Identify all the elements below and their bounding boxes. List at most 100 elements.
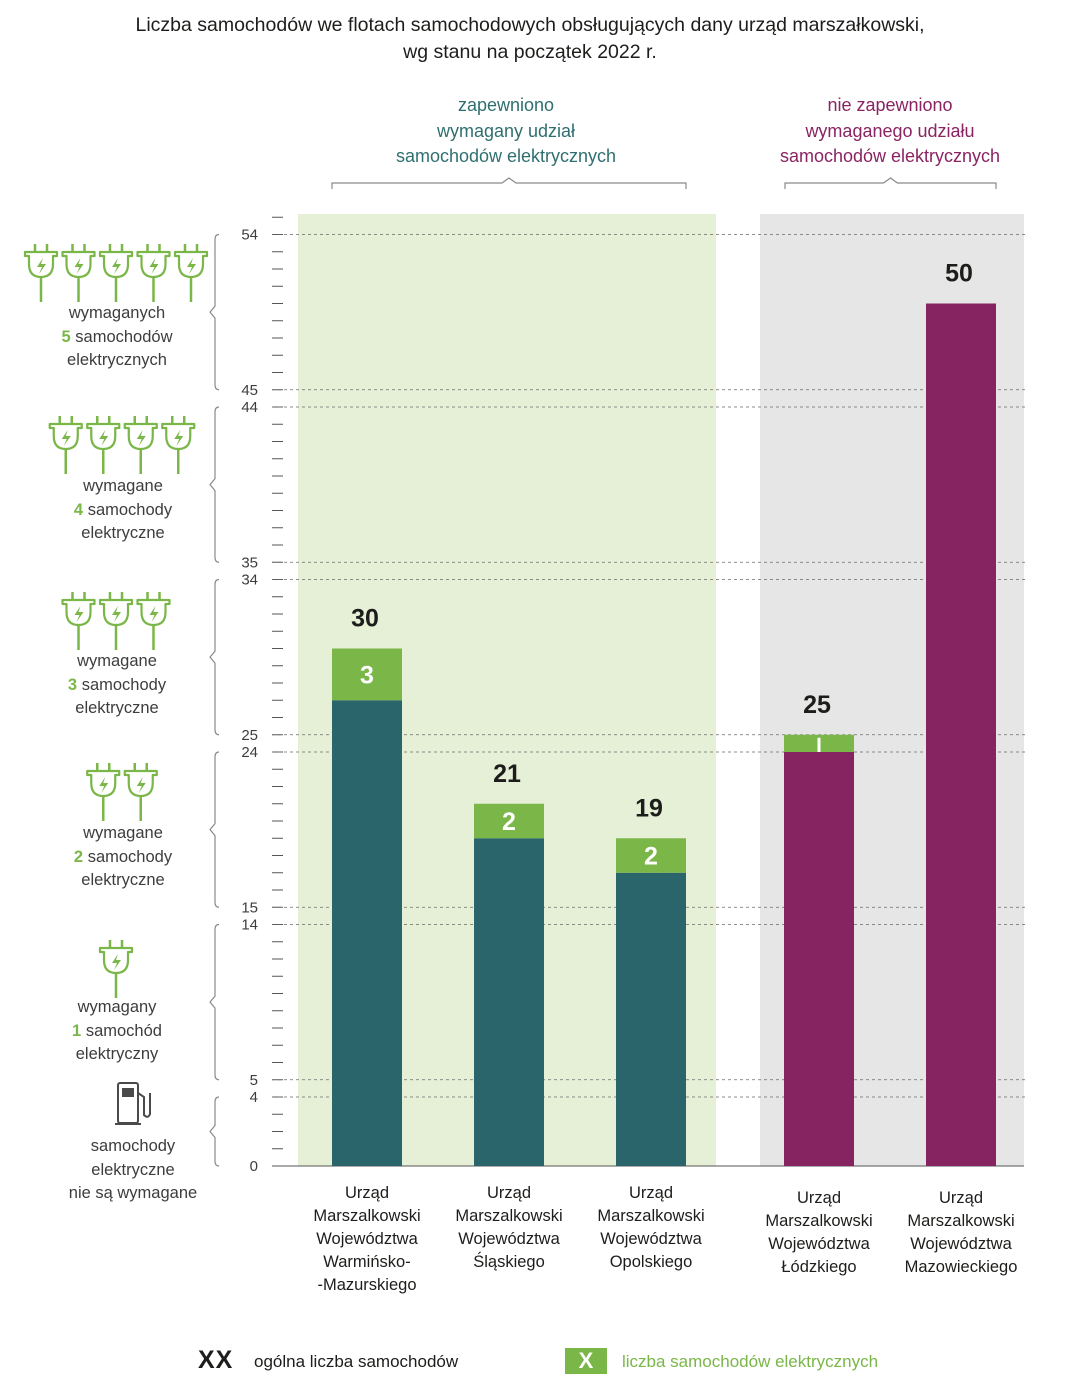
y-tick-label: 0	[250, 1158, 258, 1175]
tier-label: wymagane 4 samochody elektryczne	[23, 475, 223, 546]
x-category-label-line: Marszalkowski	[313, 1207, 421, 1225]
plug-icon	[123, 416, 158, 474]
bar-total-label: 30	[351, 605, 379, 633]
y-tick-label: 24	[241, 744, 258, 761]
tier-required-count: 3	[67, 675, 78, 694]
tier-brace	[209, 751, 220, 908]
tier-label-line: wymaganych	[68, 304, 166, 322]
bar-total-label: 25	[803, 691, 831, 719]
plug-icon	[61, 592, 96, 650]
tier-label-line: wymagane	[77, 652, 157, 670]
legend-total-mark: XX	[198, 1346, 234, 1374]
y-tick-label: 35	[241, 554, 258, 571]
tier-label-line: elektryczne	[81, 524, 165, 542]
plug-icon	[86, 416, 121, 474]
x-category-label-line: Łódzkiego	[781, 1258, 857, 1276]
tier-label: wymagane 3 samochody elektryczne	[17, 650, 217, 721]
bar-segment-total	[926, 303, 996, 1166]
x-category-label-line: Marszalkowski	[907, 1212, 1015, 1230]
bar-total-label: 50	[945, 260, 973, 288]
plug-icon	[48, 416, 83, 474]
legend-ev-mark: X	[565, 1348, 607, 1374]
x-category-label-line: Województwa	[910, 1235, 1012, 1253]
plug-icon	[61, 244, 96, 302]
group-bracket-met	[331, 177, 687, 189]
tier-brace	[209, 1096, 220, 1167]
x-category-label-line: Mazowieckiego	[904, 1258, 1018, 1276]
legend-total-label: ogólna liczba samochodów	[254, 1352, 459, 1371]
bar-segment-total	[616, 872, 686, 1166]
tier-brace	[209, 923, 220, 1081]
legend-ev-label: liczba samochodów elektrycznych	[622, 1352, 879, 1371]
y-tick-label: 14	[241, 917, 258, 934]
tier-label-line: elektryczne	[75, 699, 159, 717]
x-category-label-line: Śląskiego	[473, 1253, 545, 1271]
x-category-label-line: Marszalkowski	[455, 1207, 563, 1225]
group-label-met: zapewniono wymagany udział samochodów el…	[336, 93, 676, 170]
x-category-label-line: Marszalkowski	[597, 1207, 705, 1225]
x-category-label-line: Województwa	[600, 1230, 702, 1248]
x-category-label-line: -Mazurskiego	[317, 1276, 417, 1294]
group-label-line: samochodów elektrycznych	[779, 146, 1001, 166]
tier-label-line: elektryczny	[75, 1045, 159, 1063]
x-category-label-line: Województwa	[768, 1235, 870, 1253]
tier-label-line: wymagany	[77, 998, 157, 1016]
y-tick-label: 15	[241, 899, 258, 916]
y-tick-label: 34	[241, 572, 258, 589]
group-label-line: zapewniono	[457, 95, 555, 115]
fuel-pump-icon	[115, 1082, 151, 1125]
group-label-line: wymagany udział	[436, 120, 576, 141]
tier-label-line: elektryczne	[91, 1160, 175, 1179]
bar-segment-ev	[332, 648, 402, 701]
tier-required-count: 1	[72, 1021, 82, 1040]
x-category-label-line: Urząd	[938, 1189, 983, 1207]
group-label-not-met: nie zapewniono wymaganego udziału samoch…	[750, 93, 1030, 170]
tier-label-line: samochody	[90, 1137, 176, 1155]
tier-required-count: 4	[73, 500, 84, 519]
bar-total-label: 21	[493, 760, 521, 788]
group-bracket-not-met	[784, 177, 997, 189]
tier-label-line: 1 samochód	[72, 1021, 162, 1040]
tier-brace	[209, 578, 220, 736]
plug-icon	[98, 244, 134, 302]
y-tick-label: 4	[250, 1089, 258, 1106]
plug-icon	[136, 592, 171, 650]
y-tick-label: 45	[241, 382, 258, 399]
y-tick-label: 25	[241, 727, 258, 744]
tier-label-line: 5 samochodów	[61, 327, 173, 346]
x-category-label-line: Urząd	[344, 1184, 389, 1202]
group-label-line: wymaganego udziału	[805, 120, 975, 141]
plug-icon	[123, 763, 158, 821]
plug-icon	[161, 416, 196, 474]
tier-label: wymagany 1 samochód elektryczny	[17, 996, 217, 1067]
plug-icon	[173, 244, 209, 302]
group-label-line: samochodów elektrycznych	[395, 146, 617, 166]
bar-ev-label: 2	[502, 808, 516, 836]
tier-label: samochody elektryczne nie są wymagane	[33, 1135, 233, 1206]
tier-brace	[209, 233, 220, 391]
bar-segment-ev	[474, 803, 544, 839]
tier-required-count: 5	[61, 327, 71, 346]
bar-segment-total	[474, 838, 544, 1166]
x-category-label: Urząd Marszalkowski Województwa Łódzkiego	[744, 1187, 894, 1279]
tier-label-line: nie są wymagane	[68, 1184, 198, 1202]
x-category-label: Urząd Marszalkowski Województwa Opolskiego	[576, 1182, 726, 1274]
plug-icon	[23, 244, 59, 302]
x-category-label-line: Warmińsko-	[323, 1253, 411, 1271]
x-category-label: Urząd Marszalkowski Województwa Mazowieckie…	[886, 1187, 1036, 1279]
tier-label-line: 2 samochody	[73, 847, 173, 866]
x-category-label-line: Urząd	[486, 1184, 531, 1202]
x-category-label-line: Urząd	[628, 1184, 673, 1202]
x-category-label-line: Województwa	[316, 1230, 418, 1248]
tier-required-count: 2	[73, 847, 84, 866]
plug-icon	[98, 940, 134, 998]
plug-icon	[136, 244, 171, 302]
tier-label-line: 3 samochody	[67, 675, 167, 694]
x-category-label: Urząd Marszalkowski Województwa Warmińsko- -…	[292, 1182, 442, 1297]
bar-segment-total	[784, 752, 854, 1166]
tier-label: wymagane 2 samochody elektryczne	[23, 822, 223, 893]
tier-label-line: 4 samochody	[73, 500, 173, 519]
bar-segment-ev	[616, 838, 686, 873]
bar-ev-label: 3	[360, 661, 374, 689]
